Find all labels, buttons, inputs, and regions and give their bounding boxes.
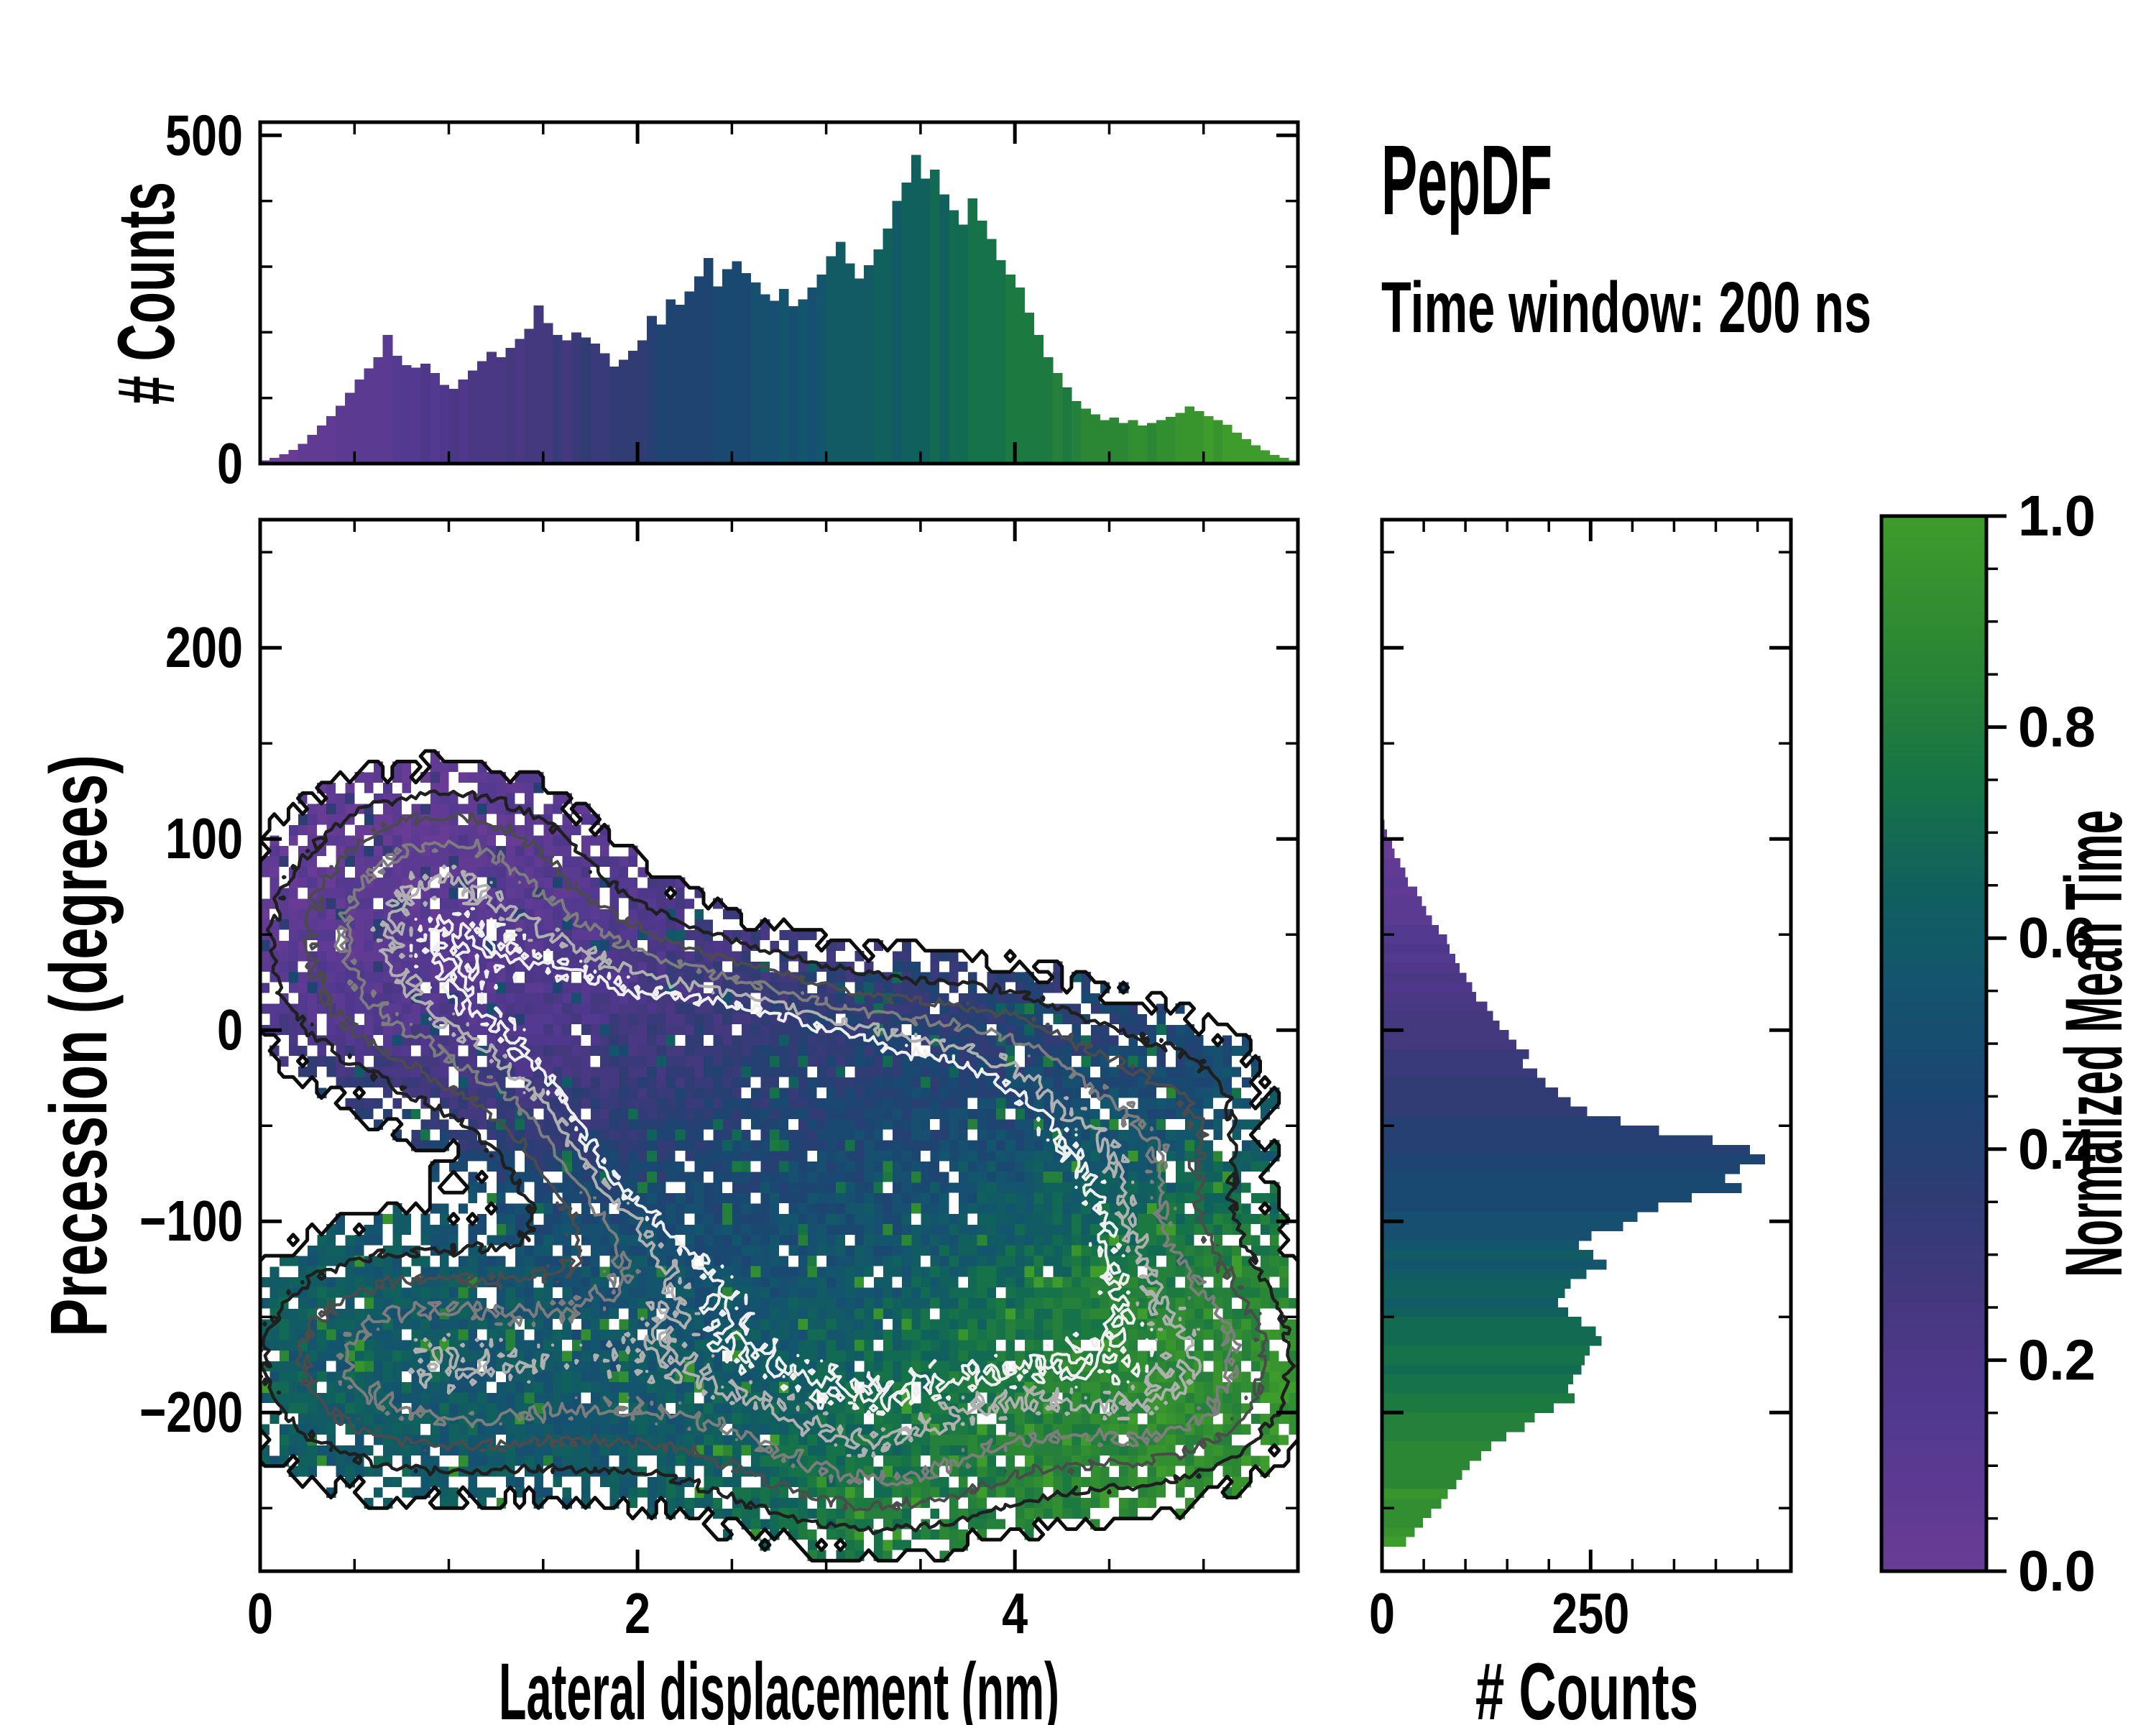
density-contour — [260, 789, 1296, 1535]
top-histogram: 0 500 — [165, 103, 1300, 495]
tick-label: 0.0 — [2018, 1539, 2096, 1603]
top-hist-bars — [967, 198, 1006, 464]
right-hist-bars — [1382, 1537, 1406, 1547]
top-hist-bars — [1081, 408, 1157, 464]
colorbar-label: Normalized Mean Time — [2049, 810, 2139, 1277]
top-hist-bars — [1128, 417, 1176, 464]
top-hist-bars — [713, 261, 752, 464]
top-hist-bars — [1052, 372, 1082, 464]
top-hist-bars — [420, 364, 469, 464]
colorbar-outline — [1879, 514, 1989, 1573]
top-hist-bars — [260, 449, 299, 464]
tick-label: 0 — [217, 998, 243, 1062]
top-hist-bars — [779, 274, 827, 464]
top-hist-bars — [826, 201, 903, 464]
top-hist-bars — [505, 305, 572, 464]
tick-label: 200 — [165, 615, 243, 679]
right-hist-bars — [1381, 1240, 1607, 1270]
right-hist-bars — [1382, 1393, 1575, 1413]
right-hist-bars — [1382, 1489, 1448, 1537]
top-hist-bars — [581, 337, 648, 464]
tick-label: −100 — [139, 1189, 243, 1253]
precession-vs-displacement-heatmap: 200 100 0 −100 −200 0 2 4 — [139, 518, 1300, 1645]
top-hist-bars — [1005, 274, 1072, 464]
tick-label: 500 — [165, 103, 243, 167]
colorbar-major-ticks — [1986, 514, 2007, 1573]
heatmap-cells — [307, 1118, 1298, 1561]
occupied-region-boundary — [260, 749, 1298, 1563]
heatmap-cells — [260, 972, 1280, 1561]
density-contour — [295, 811, 1268, 1512]
top-hist-bars — [930, 169, 969, 464]
tick-label: 2 — [625, 1581, 650, 1645]
heatmap-cells — [298, 793, 1063, 1151]
right-hist-bars — [1381, 944, 1473, 993]
tick-label: 100 — [165, 806, 243, 870]
right-hist-bars — [1382, 1441, 1492, 1490]
tick-label: 1.0 — [2018, 484, 2096, 548]
tick-label: 0 — [1369, 1581, 1395, 1645]
tick-label: 0.2 — [2018, 1328, 2096, 1392]
main-xlabel: Lateral displacement (nm) — [499, 1647, 1059, 1725]
density-contour — [370, 864, 1202, 1458]
minor-ticks — [1382, 520, 1791, 1571]
tick-label: 0 — [217, 431, 243, 495]
right-hist-bars — [1381, 1279, 1571, 1317]
right-histogram: 0 250 — [1369, 518, 1793, 1645]
heatmap-cells — [260, 793, 723, 1099]
heatmap-cells — [562, 1003, 1289, 1561]
right-hist-bars — [1381, 1011, 1516, 1050]
heatmap-cells — [260, 782, 1233, 1225]
tick-label: 0.4 — [2018, 1117, 2096, 1181]
heatmap-cells — [260, 908, 1280, 1530]
heatmap-cells — [260, 961, 1280, 1551]
right-hist-bars — [1382, 1498, 1442, 1528]
tick-label: 250 — [1552, 1581, 1629, 1645]
top-hist-bars — [1175, 406, 1223, 464]
figure-subtitle: Time window: 200 ns — [1381, 267, 1871, 348]
axes-spine — [258, 518, 1300, 1573]
tick-label: 0.8 — [2018, 695, 2096, 759]
top-hist-bars — [1203, 416, 1299, 464]
right-hist-bars — [1382, 1116, 1751, 1155]
top-hist-bars — [647, 316, 657, 464]
right-hist-bars — [1382, 972, 1488, 1012]
axes-spine — [1380, 518, 1793, 1573]
right-hist-bars — [1381, 1049, 1537, 1079]
top-hist-bars — [336, 335, 393, 464]
top-hist-bars — [298, 416, 336, 464]
tick-label: 0.6 — [2018, 906, 2096, 970]
heatmap-body — [260, 749, 1298, 1563]
right-hist-bars — [1381, 1077, 1588, 1117]
density-contour — [333, 838, 1243, 1487]
right-hist-bars — [1382, 1412, 1535, 1442]
right-hist-xlabel: # Counts — [1475, 1647, 1698, 1725]
tick-label: −200 — [139, 1380, 243, 1444]
heatmap-cells — [279, 1087, 1289, 1540]
right-hist-bars — [1382, 1211, 1638, 1241]
heatmap-cells — [260, 761, 648, 1036]
right-hist-bars — [1381, 1346, 1590, 1394]
colorbar: 0.0 0.2 0.4 0.6 0.8 1.0 — [1879, 484, 2096, 1603]
right-hist-bars — [1382, 1154, 1765, 1174]
right-hist-bars — [1382, 877, 1432, 926]
top-hist-bars — [750, 282, 818, 464]
density-contour — [409, 907, 1155, 1417]
main-ylabel: Precession (degrees) — [34, 755, 124, 1337]
heatmap-cells — [260, 772, 883, 1131]
right-hist-bars — [1381, 1173, 1742, 1213]
colorbar-gradient — [1881, 516, 1986, 1571]
colorbar-minor-ticks — [1986, 567, 1998, 1520]
top-hist-ylabel: # Counts — [101, 182, 191, 405]
tick-label: 0 — [247, 1581, 273, 1645]
tick-label: 4 — [1002, 1581, 1028, 1645]
axes-spine — [258, 120, 1300, 466]
heatmap-cells — [411, 1024, 1271, 1561]
top-hist-bars — [392, 356, 440, 464]
top-hist-bars — [656, 258, 714, 464]
figure-title: PepDF — [1381, 125, 1552, 236]
